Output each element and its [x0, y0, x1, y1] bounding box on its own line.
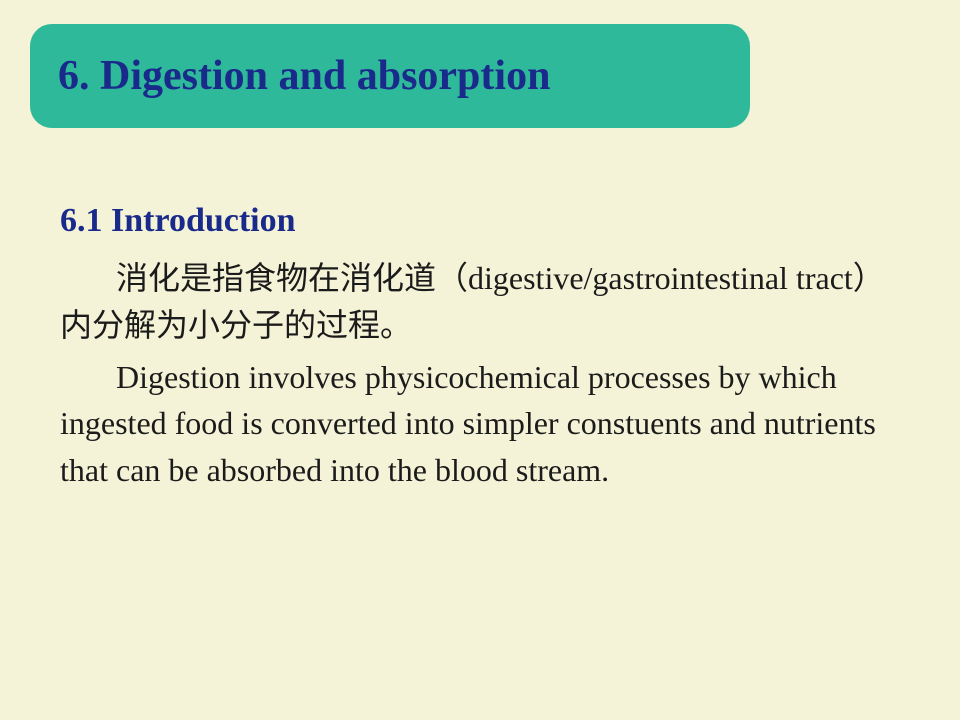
title-box: 6. Digestion and absorption: [30, 24, 750, 128]
paragraph-2: Digestion involves physicochemical proce…: [60, 354, 900, 493]
body-area: 6.1 Introduction 消化是指食物在消化道（digestive/ga…: [60, 196, 900, 499]
slide-title: 6. Digestion and absorption: [58, 52, 550, 100]
slide: 6. Digestion and absorption 6.1 Introduc…: [0, 0, 960, 720]
section-subheading: 6.1 Introduction: [60, 196, 900, 245]
paragraph-1: 消化是指食物在消化道（digestive/gastrointestinal tr…: [60, 255, 900, 348]
